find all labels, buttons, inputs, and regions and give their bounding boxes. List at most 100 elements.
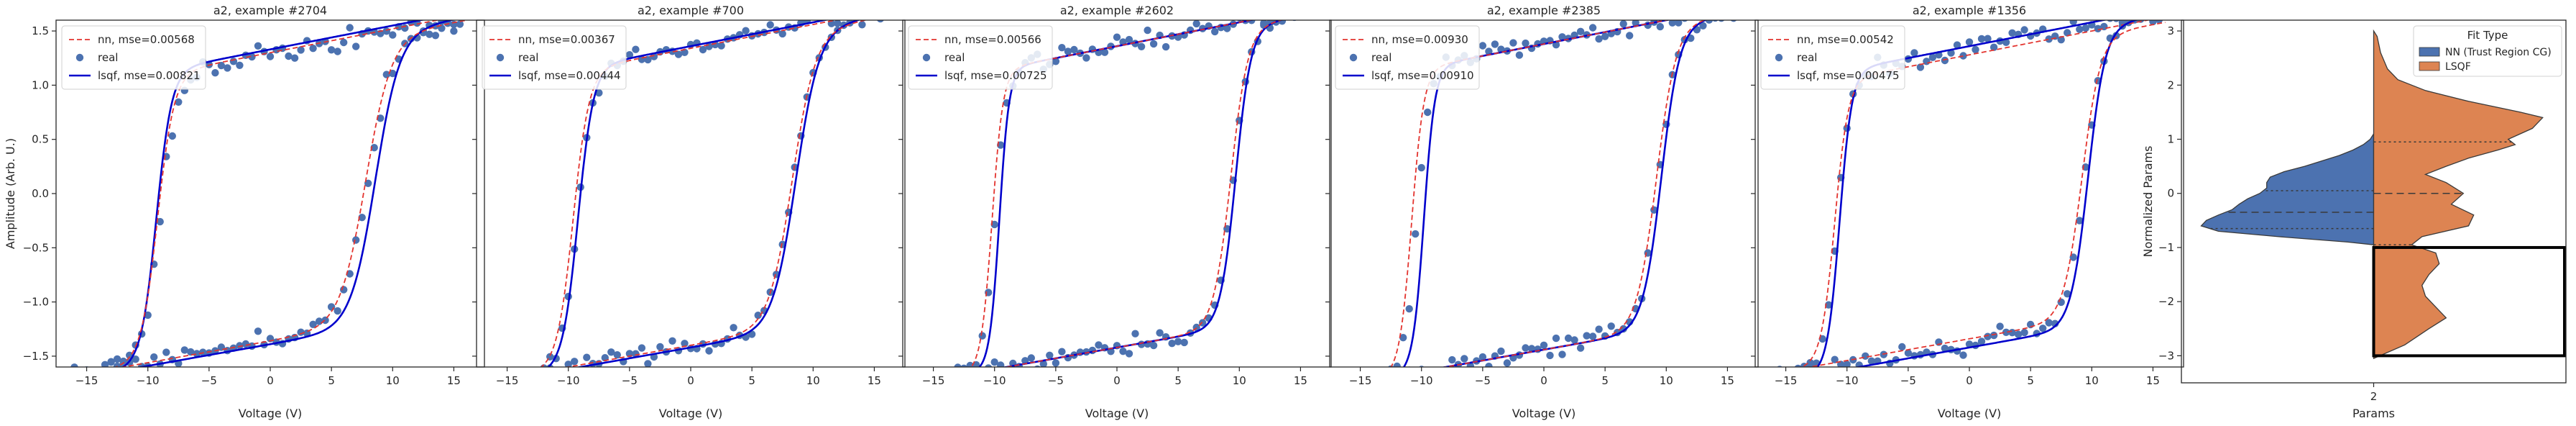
y-tick-label: −3 <box>2158 349 2174 362</box>
panel-title: a2, example #700 <box>638 4 744 17</box>
real-point <box>954 363 962 367</box>
real-point <box>456 20 464 28</box>
x-tick-label: 5 <box>2027 374 2034 387</box>
real-point <box>2008 329 2016 337</box>
y-tick-label: 1.0 <box>32 78 49 91</box>
real-point <box>809 12 816 19</box>
real-point <box>1570 336 1578 344</box>
y-tick-label: 0.0 <box>32 187 49 200</box>
nn-line-upper <box>1800 20 2151 367</box>
real-point <box>948 380 955 387</box>
real-point <box>1412 230 1420 238</box>
real-point <box>70 363 78 367</box>
legend-lsqf-label: lsqf, mse=0.00475 <box>1797 69 1900 82</box>
real-point <box>1113 33 1121 41</box>
real-point <box>1064 47 1072 55</box>
legend-real-label: real <box>1797 51 1817 64</box>
real-point <box>1699 22 1707 30</box>
real-point <box>632 45 640 53</box>
legend-real-swatch <box>496 53 505 62</box>
real-point <box>162 348 170 356</box>
real-point <box>827 20 835 27</box>
hysteresis-panel-1: −15 −10 −5 0 5 10 15 −1.5 −1.0 −0.5 0.0 0.5 1.0 1.5 a2… <box>4 4 485 420</box>
real-point <box>1662 6 1670 13</box>
lsqf-line-upper <box>547 20 829 367</box>
x-tick-label: 0 <box>1966 374 1973 387</box>
real-point <box>229 58 238 65</box>
real-point <box>632 350 640 358</box>
y-tick-label: −2 <box>2158 295 2174 308</box>
real-point <box>1693 4 1701 11</box>
x-tick-label: 10 <box>1660 374 1673 387</box>
real-point <box>644 55 652 64</box>
real-point <box>1984 35 1992 42</box>
real-point <box>1904 349 1913 357</box>
real-point <box>2064 29 2071 37</box>
real-point <box>1546 351 1554 360</box>
legend-swatch <box>2419 61 2440 71</box>
real-point <box>2107 20 2114 22</box>
panel-title: a2, example #2704 <box>213 4 327 17</box>
real-point <box>625 51 634 59</box>
legend-box <box>61 25 206 90</box>
x-tick-label: 15 <box>447 374 461 387</box>
nn-line-upper <box>540 20 840 367</box>
real-point <box>1601 32 1609 40</box>
real-point <box>1558 33 1566 41</box>
real-point <box>1375 375 1382 382</box>
violin-panel: −3 −2 −1 0 1 2 3 2 Params Normalized Params Fit Ty… <box>2141 19 2567 420</box>
legend: nn, mse=0.00930 real lsqf, mse=0.00910 <box>1335 25 1480 90</box>
real-point <box>2131 11 2138 18</box>
real-point <box>1223 24 1231 32</box>
real-point <box>254 327 262 335</box>
real-point <box>1131 330 1139 337</box>
real-point <box>1478 353 1487 361</box>
y-tick-label: 1.5 <box>32 24 49 37</box>
real-point <box>1381 375 1388 382</box>
real-point <box>1443 371 1450 379</box>
legend-box <box>1760 25 1905 90</box>
real-point <box>401 24 409 32</box>
real-point <box>518 366 520 367</box>
real-point <box>1867 357 1875 365</box>
x-tick-label: 15 <box>1294 374 1307 387</box>
real-point <box>2155 20 2163 24</box>
x-tick-label: −10 <box>1836 374 1859 387</box>
legend-box <box>1335 25 1480 90</box>
real-point <box>564 361 572 367</box>
real-point <box>583 353 591 361</box>
legend-real-swatch <box>922 53 931 62</box>
real-point <box>1699 1 1706 9</box>
hysteresis-panel-4: −15 −10 −5 0 5 10 15 a2, example #2385 Voltage (… <box>1325 1 1759 420</box>
real-point <box>1491 40 1499 48</box>
x-tick-label: 15 <box>868 374 881 387</box>
real-point <box>778 30 786 38</box>
real-point <box>1825 372 1832 379</box>
plot-area <box>1777 11 2166 379</box>
real-point <box>1497 347 1505 355</box>
real-point <box>1297 5 1304 12</box>
real-point <box>571 358 579 366</box>
real-point <box>2149 20 2157 26</box>
real-point <box>1965 38 1974 46</box>
real-point <box>1436 372 1443 379</box>
real-point <box>1293 20 1296 21</box>
real-point <box>1070 45 1078 54</box>
real-point <box>1515 51 1524 59</box>
real-point <box>2057 298 2065 307</box>
real-point <box>254 42 262 50</box>
real-point <box>370 144 378 152</box>
real-point <box>2112 20 2120 22</box>
legend-box <box>2413 25 2562 77</box>
real-point <box>1082 54 1090 62</box>
real-point <box>217 61 226 70</box>
real-point <box>1448 355 1456 364</box>
real-point <box>877 20 884 23</box>
real-point <box>150 353 158 361</box>
real-point <box>1407 366 1412 367</box>
real-point <box>2064 290 2071 298</box>
real-point <box>1509 39 1517 47</box>
real-point <box>1522 39 1530 47</box>
real-point <box>1156 329 1164 337</box>
